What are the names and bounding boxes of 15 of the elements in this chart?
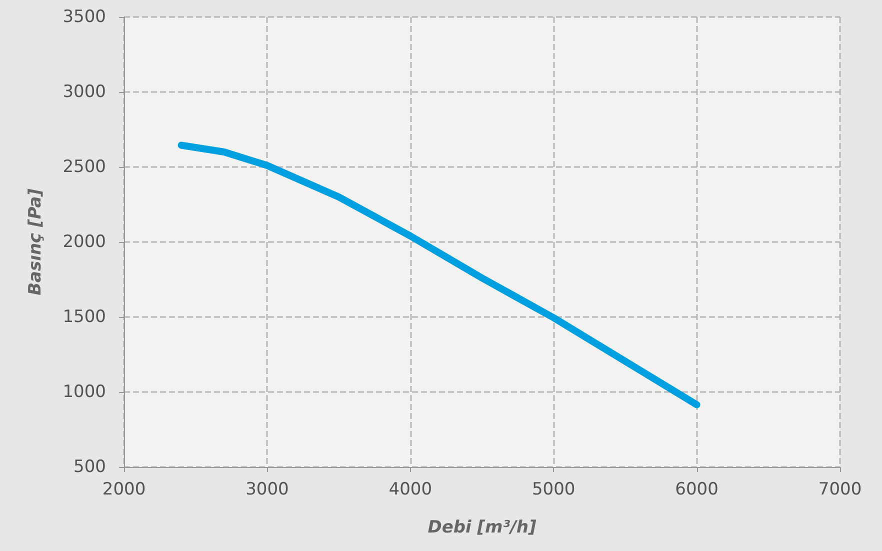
x-axis-title: Debi [m³/h] (428, 518, 537, 538)
x-tick-label: 3000 (246, 480, 289, 500)
y-tick-label: 3000 (62, 82, 106, 102)
y-axis-title: Basınç [Pa] (26, 188, 46, 296)
x-tick-label: 7000 (818, 480, 862, 500)
x-tick-label: 2000 (102, 480, 146, 500)
x-tick-label: 6000 (675, 480, 718, 500)
y-tick-label: 1000 (62, 382, 106, 402)
x-tick-label: 4000 (388, 480, 432, 500)
y-tick-label: 500 (74, 457, 106, 477)
y-tick-label: 2000 (62, 232, 106, 252)
x-tick-label: 5000 (532, 480, 576, 500)
y-tick-label: 2500 (62, 157, 106, 177)
y-tick-label: 1500 (62, 307, 106, 327)
y-tick-label: 3500 (62, 7, 106, 27)
